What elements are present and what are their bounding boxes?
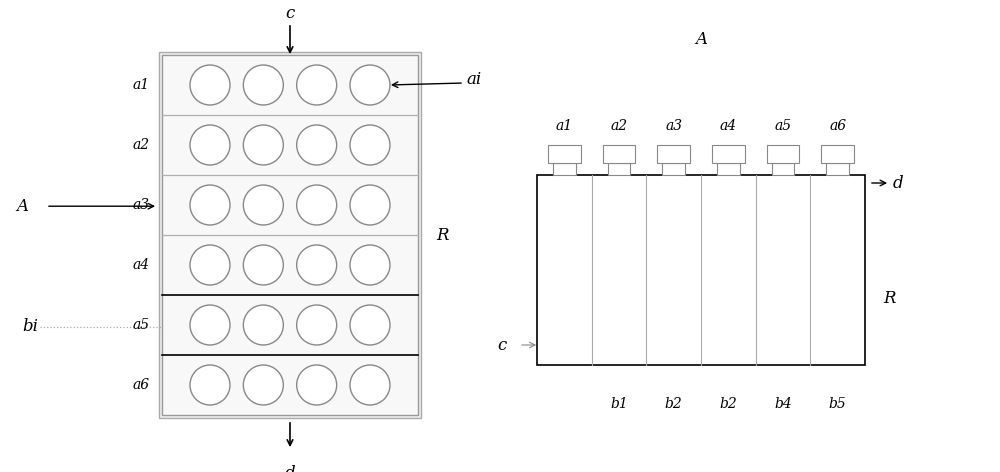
Text: a4: a4 <box>720 119 737 133</box>
Circle shape <box>190 365 230 405</box>
Circle shape <box>243 305 283 345</box>
Bar <box>772 163 794 175</box>
Text: a6: a6 <box>829 119 846 133</box>
Bar <box>608 163 630 175</box>
Circle shape <box>297 65 337 105</box>
Text: bi: bi <box>22 318 38 335</box>
Circle shape <box>190 125 230 165</box>
Text: d: d <box>285 465 295 472</box>
Circle shape <box>190 185 230 225</box>
Text: A: A <box>695 32 707 49</box>
Text: a2: a2 <box>133 138 150 152</box>
Text: c: c <box>285 5 295 22</box>
Circle shape <box>297 245 337 285</box>
Bar <box>657 145 690 163</box>
Circle shape <box>350 305 390 345</box>
Text: a2: a2 <box>610 119 628 133</box>
Text: b5: b5 <box>829 397 847 411</box>
Bar <box>159 52 421 418</box>
Text: b4: b4 <box>774 397 792 411</box>
Text: a5: a5 <box>774 119 792 133</box>
Bar <box>662 163 685 175</box>
Circle shape <box>243 185 283 225</box>
Circle shape <box>297 365 337 405</box>
Text: A: A <box>16 198 28 215</box>
Bar <box>603 145 635 163</box>
Text: a4: a4 <box>133 258 150 272</box>
Text: a1: a1 <box>133 78 150 92</box>
Circle shape <box>350 185 390 225</box>
Text: d: d <box>893 175 904 192</box>
Text: a1: a1 <box>556 119 573 133</box>
Circle shape <box>243 125 283 165</box>
Text: b1: b1 <box>610 397 628 411</box>
Circle shape <box>297 185 337 225</box>
Circle shape <box>243 365 283 405</box>
Circle shape <box>190 305 230 345</box>
Circle shape <box>190 65 230 105</box>
Bar <box>548 145 581 163</box>
Circle shape <box>243 245 283 285</box>
Bar <box>826 163 849 175</box>
Bar <box>162 55 418 415</box>
Text: a6: a6 <box>133 378 150 392</box>
Text: c: c <box>498 337 507 354</box>
Bar <box>821 145 854 163</box>
Text: b2: b2 <box>719 397 737 411</box>
Circle shape <box>350 125 390 165</box>
Bar <box>553 163 576 175</box>
Text: a3: a3 <box>665 119 682 133</box>
Circle shape <box>297 305 337 345</box>
Circle shape <box>190 245 230 285</box>
Text: b2: b2 <box>665 397 683 411</box>
Bar <box>712 145 745 163</box>
Bar <box>717 163 740 175</box>
Text: a5: a5 <box>133 318 150 332</box>
Circle shape <box>243 65 283 105</box>
Text: R: R <box>883 290 896 307</box>
Text: ai: ai <box>466 71 481 89</box>
Circle shape <box>297 125 337 165</box>
Bar <box>767 145 799 163</box>
Circle shape <box>350 365 390 405</box>
Circle shape <box>350 245 390 285</box>
Text: a3: a3 <box>133 198 150 212</box>
Bar <box>537 175 865 365</box>
Text: R: R <box>436 227 448 244</box>
Circle shape <box>350 65 390 105</box>
